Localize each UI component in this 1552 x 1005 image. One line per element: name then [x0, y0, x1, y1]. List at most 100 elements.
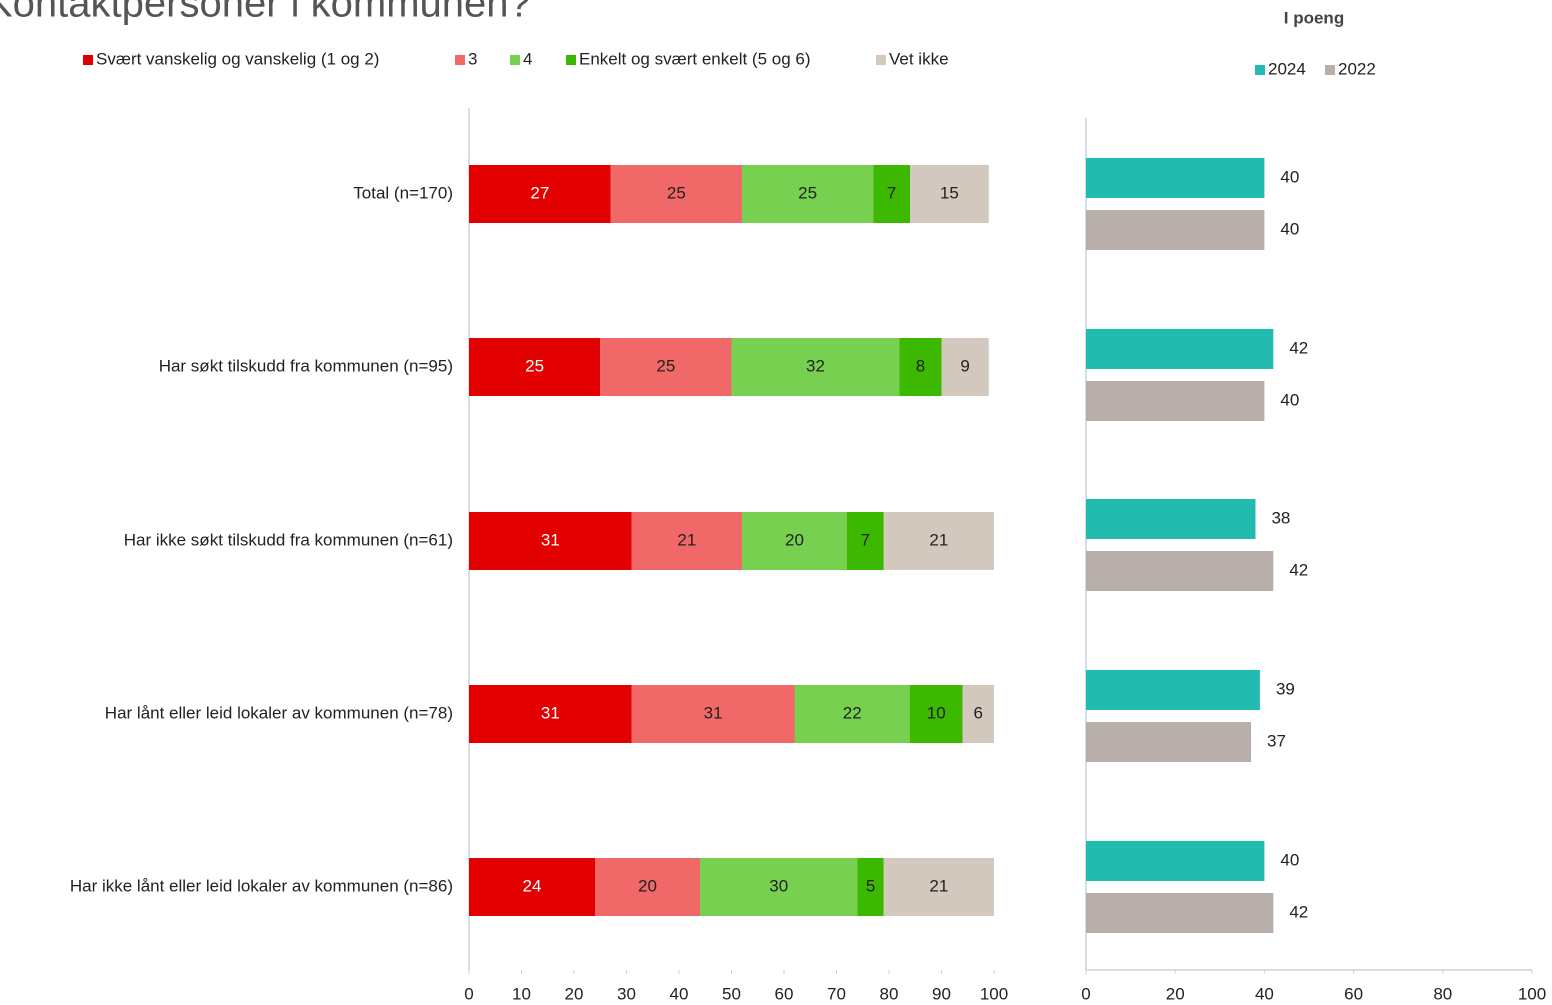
legend-label: 3	[468, 49, 477, 68]
data-label: 20	[638, 876, 657, 895]
data-label: 20	[785, 530, 804, 549]
bar	[1086, 551, 1274, 591]
data-label: 9	[960, 356, 969, 375]
bar-segment	[469, 338, 601, 396]
bar-segment	[469, 512, 632, 570]
data-label: 7	[861, 530, 870, 549]
bar-segment	[469, 165, 611, 223]
bar-segment	[742, 512, 847, 570]
data-label: 25	[798, 183, 817, 202]
data-label: 25	[525, 356, 544, 375]
x-tick-label: 60	[775, 984, 794, 1003]
x-tick-label: 10	[512, 984, 531, 1003]
bar	[1086, 158, 1265, 198]
data-label: 21	[929, 530, 948, 549]
x-tick-label: 60	[1344, 984, 1363, 1003]
bar	[1086, 210, 1265, 250]
chart-title: Kontaktpersoner i kommunen?	[0, 0, 531, 26]
x-tick-label: 100	[980, 984, 1008, 1003]
x-tick-label: 100	[1518, 984, 1546, 1003]
y-tick-label: Har ikke lånt eller leid lokaler av komm…	[70, 876, 453, 895]
x-tick-label: 50	[722, 984, 741, 1003]
y-tick-label: Har lånt eller leid lokaler av kommunen …	[105, 703, 453, 722]
x-tick-label: 20	[565, 984, 584, 1003]
bar-segment	[595, 858, 700, 916]
data-label: 32	[806, 356, 825, 375]
legend-label: Enkelt og svært enkelt (5 og 6)	[579, 49, 811, 68]
bar-segment	[600, 338, 732, 396]
legend-swatch	[83, 55, 93, 65]
x-tick-label: 40	[670, 984, 689, 1003]
bar-segment	[883, 512, 994, 570]
bar-segment	[610, 165, 742, 223]
bar-segment	[941, 338, 989, 396]
data-label: 21	[929, 876, 948, 895]
x-tick-label: 80	[1433, 984, 1452, 1003]
data-label: 31	[541, 530, 560, 549]
data-label: 40	[1280, 850, 1299, 869]
data-label: 42	[1289, 338, 1308, 357]
x-tick-label: 70	[827, 984, 846, 1003]
bar-segment	[910, 685, 963, 743]
y-tick-label: Har ikke søkt tilskudd fra kommunen (n=6…	[124, 530, 453, 549]
data-label: 31	[704, 703, 723, 722]
x-tick-label: 0	[464, 984, 473, 1003]
bar-segment	[899, 338, 942, 396]
data-label: 40	[1280, 390, 1299, 409]
chart-subtitle: I poeng	[1284, 8, 1344, 27]
legend-swatch	[566, 55, 576, 65]
data-label: 22	[843, 703, 862, 722]
data-label: 42	[1289, 902, 1308, 921]
bar-segment	[847, 512, 884, 570]
data-label: 30	[769, 876, 788, 895]
data-label: 25	[667, 183, 686, 202]
bar-segment	[469, 685, 632, 743]
y-tick-label: Total (n=170)	[353, 183, 453, 202]
x-tick-label: 0	[1081, 984, 1090, 1003]
data-label: 6	[974, 703, 983, 722]
data-label: 39	[1276, 679, 1295, 698]
data-label: 10	[927, 703, 946, 722]
legend-swatch	[510, 55, 520, 65]
data-label: 7	[887, 183, 896, 202]
bar-segment	[794, 685, 910, 743]
x-tick-label: 20	[1166, 984, 1185, 1003]
bar	[1086, 841, 1265, 881]
legend-label: 4	[523, 49, 532, 68]
y-tick-label: Har søkt tilskudd fra kommunen (n=95)	[159, 356, 453, 375]
bar-segment	[631, 512, 742, 570]
data-label: 27	[530, 183, 549, 202]
legend-swatch	[455, 55, 465, 65]
bar	[1086, 381, 1265, 421]
bar-segment	[910, 165, 989, 223]
bar-segment	[962, 685, 994, 743]
data-label: 40	[1280, 167, 1299, 186]
bar-segment	[469, 858, 595, 916]
legend-swatch	[1255, 65, 1265, 75]
x-tick-label: 40	[1255, 984, 1274, 1003]
legend-label: 2022	[1338, 59, 1376, 78]
bar-segment	[731, 338, 900, 396]
bar	[1086, 670, 1260, 710]
legend-swatch	[1325, 65, 1335, 75]
bar-segment	[857, 858, 884, 916]
bar-segment	[700, 858, 858, 916]
legend-label: Vet ikke	[889, 49, 949, 68]
data-label: 40	[1280, 219, 1299, 238]
data-label: 25	[656, 356, 675, 375]
data-label: 21	[677, 530, 696, 549]
x-tick-label: 80	[880, 984, 899, 1003]
data-label: 38	[1271, 508, 1290, 527]
bar-segment	[883, 858, 994, 916]
bar-segment	[742, 165, 874, 223]
data-label: 5	[866, 876, 875, 895]
bar-segment	[873, 165, 910, 223]
legend-swatch	[876, 55, 886, 65]
bar	[1086, 329, 1274, 369]
bar	[1086, 893, 1274, 933]
data-label: 24	[523, 876, 542, 895]
data-label: 37	[1267, 731, 1286, 750]
x-tick-label: 90	[932, 984, 951, 1003]
